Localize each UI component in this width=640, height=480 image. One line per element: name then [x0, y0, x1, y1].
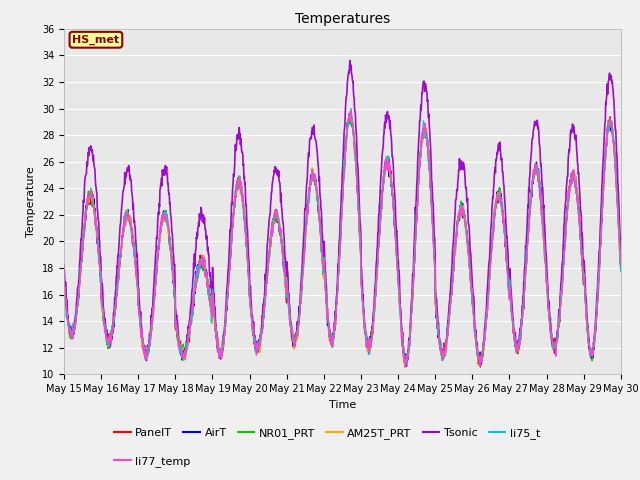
Title: Temperatures: Temperatures [295, 12, 390, 26]
X-axis label: Time: Time [329, 400, 356, 409]
Y-axis label: Temperature: Temperature [26, 166, 36, 237]
Legend: li77_temp: li77_temp [114, 456, 191, 467]
Text: HS_met: HS_met [72, 35, 120, 45]
